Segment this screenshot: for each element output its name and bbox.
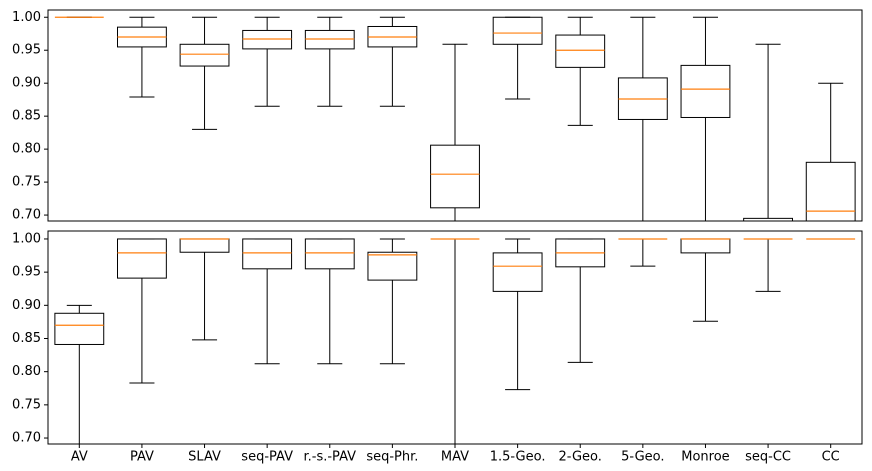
box [242,29,293,50]
x-tick-label: r.-s.-PAV [303,450,356,465]
box [179,43,230,67]
x-tick-label: SLAV [188,450,221,465]
y-tick-label: 0.95 [12,265,41,280]
y-tick-label: 0.80 [12,364,41,379]
box [304,29,355,50]
x-tick-label: 1.5-Geo. [490,450,546,465]
y-tick-label: 0.80 [12,142,41,157]
y-tick-label: 0.70 [12,208,41,223]
plot-area [54,238,856,444]
x-tick-label: Monroe [681,450,729,465]
x-tick-label: MAV [441,450,469,465]
y-tick-label: 0.90 [12,76,41,91]
x-tick-label: 5-Geo. [621,450,664,465]
box [805,161,856,221]
box [680,64,731,118]
x-tick-label: PAV [130,450,154,465]
box [367,251,418,281]
box [555,34,606,68]
y-tick-label: 1.00 [12,10,41,25]
box [492,252,543,292]
x-tick-label: seq-PAV [241,450,293,465]
box [743,217,793,221]
box [242,238,293,270]
y-tick-label: 0.75 [12,175,41,190]
y-tick-label: 1.00 [12,231,41,246]
plot-area [54,16,856,221]
axes-frame [47,9,863,222]
box [179,238,230,253]
y-tick-label: 0.85 [12,331,41,346]
box [54,312,105,345]
y-tick-label: 0.90 [12,298,41,313]
box [430,144,480,209]
x-tick-label: AV [71,450,88,465]
y-tick-label: 0.85 [12,109,41,124]
x-tick-label: seq-Phr. [366,450,418,465]
y-tick-label: 0.95 [12,43,41,58]
x-tick-label: CC [822,450,840,465]
x-tick-label: 2-Geo. [559,450,602,465]
box [117,238,167,279]
box [304,238,355,270]
x-tick-label: seq-CC [745,450,791,465]
y-tick-label: 0.75 [12,397,41,412]
y-tick-label: 0.70 [12,431,41,446]
box [680,238,731,254]
box [492,16,543,45]
